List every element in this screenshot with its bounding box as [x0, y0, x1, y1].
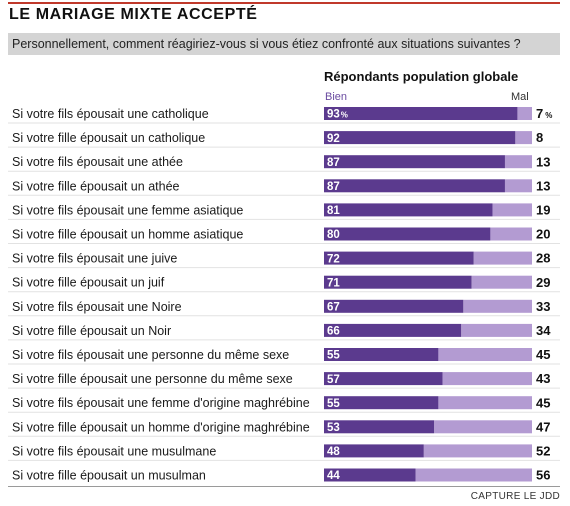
bar-bien	[324, 468, 416, 482]
bar-bien	[324, 107, 518, 120]
bar-mal	[490, 227, 532, 241]
bar-mal	[504, 179, 532, 193]
mal-value-label: 33	[536, 299, 550, 314]
bar-mal	[471, 275, 532, 289]
bar-bien	[324, 348, 439, 361]
mal-value-label: 13	[536, 178, 550, 193]
bien-value-label: 71	[327, 277, 340, 289]
row-label: Si votre fils épousait une athée	[12, 155, 183, 169]
bar-mal	[515, 131, 532, 145]
bien-value-label: 48	[327, 446, 340, 458]
row-label: Si votre fils épousait une personne du m…	[12, 348, 289, 362]
bar-mal	[434, 420, 532, 434]
bar-bien	[324, 275, 472, 289]
percent-sign: %	[341, 111, 348, 120]
mal-value-label: 8	[536, 130, 543, 145]
bien-value-label: 81	[327, 205, 340, 217]
bar-mal	[415, 468, 532, 482]
bar-bien	[324, 131, 516, 145]
bien-value-label: 53	[327, 422, 340, 434]
bien-value-label: 92	[327, 133, 340, 145]
chart-title: LE MARIAGE MIXTE ACCEPTÉ	[9, 6, 258, 23]
bar-bien	[324, 179, 505, 193]
footer-credit: CAPTURE LE JDD	[470, 491, 560, 502]
chart-subtitle: Personnellement, comment réagiriez-vous …	[8, 33, 560, 55]
row-label: Si votre fille épousait un catholique	[12, 131, 205, 145]
mal-value-label: 7%	[536, 106, 552, 121]
row-label: Si votre fils épousait une musulmane	[12, 444, 216, 458]
bar-bien	[324, 444, 424, 458]
legend-heading: Répondants population globale	[324, 69, 519, 84]
row-label: Si votre fille épousait un homme d'origi…	[12, 420, 310, 434]
bien-value-label: 44	[327, 470, 340, 482]
mal-value-label: 52	[536, 444, 550, 459]
row-label: Si votre fils épousait une femme asiatiq…	[12, 203, 243, 217]
bar-bien	[324, 155, 505, 169]
bar-mal	[438, 348, 532, 361]
bar-bien	[324, 251, 474, 265]
legend-mal-label: Mal	[511, 91, 529, 103]
row-label: Si votre fils épousait une Noire	[12, 300, 182, 314]
mal-value-label: 43	[536, 371, 550, 386]
row-label: Si votre fille épousait un musulman	[12, 469, 206, 483]
mal-value-label: 19	[536, 203, 550, 218]
bien-value-label: 93%	[327, 109, 348, 121]
bar-bien	[324, 396, 439, 410]
bien-value-label: 55	[327, 350, 340, 362]
bar-mal	[504, 155, 532, 169]
bien-value-label: 66	[327, 326, 340, 338]
row-label: Si votre fils épousait une femme d'origi…	[12, 396, 310, 410]
bien-value-label: 57	[327, 374, 340, 386]
bar-bien	[324, 323, 462, 337]
bar-mal	[442, 372, 532, 386]
mal-value-label: 45	[536, 347, 550, 362]
mal-value-label: 20	[536, 227, 550, 242]
bien-value-label: 55	[327, 398, 340, 410]
bar-mal	[423, 444, 532, 458]
bar-bien	[324, 227, 491, 241]
row-label: Si votre fils épousait une juive	[12, 252, 177, 266]
bar-bien	[324, 203, 493, 217]
bien-value-label: 87	[327, 181, 340, 193]
bar-mal	[438, 396, 532, 410]
row-label: Si votre fille épousait une personne du …	[12, 372, 293, 386]
mal-value-label: 45	[536, 395, 550, 410]
row-label: Si votre fille épousait un athée	[12, 179, 180, 193]
bien-value-label: 87	[327, 157, 340, 169]
percent-sign: %	[545, 111, 552, 120]
bien-value-label: 67	[327, 302, 340, 314]
title-rule	[8, 2, 560, 4]
row-label: Si votre fille épousait un homme asiatiq…	[12, 228, 243, 242]
legend-bien-label: Bien	[325, 91, 348, 103]
row-label: Si votre fils épousait une catholique	[12, 107, 209, 121]
mal-value-label: 34	[536, 323, 551, 338]
mal-value-label: 47	[536, 419, 550, 434]
bar-bien	[324, 372, 443, 386]
row-label: Si votre fille épousait un Noir	[12, 324, 171, 338]
mal-value-label: 29	[536, 275, 550, 290]
mal-value-label: 56	[536, 468, 550, 483]
bar-mal	[517, 107, 532, 120]
bar-bien	[324, 420, 435, 434]
bien-value-label: 72	[327, 253, 340, 265]
bar-mal	[473, 251, 532, 265]
bar-mal	[492, 203, 532, 217]
row-label: Si votre fille épousait un juif	[12, 276, 165, 290]
bar-bien	[324, 299, 464, 313]
bar-mal	[463, 299, 532, 313]
bar-mal	[461, 323, 532, 337]
bien-value-label: 80	[327, 229, 340, 241]
stacked-bar-chart: Si votre fils épousait une catholique 93%…	[8, 106, 560, 487]
mal-value-label: 28	[536, 251, 550, 266]
mal-value-label: 13	[536, 154, 550, 169]
